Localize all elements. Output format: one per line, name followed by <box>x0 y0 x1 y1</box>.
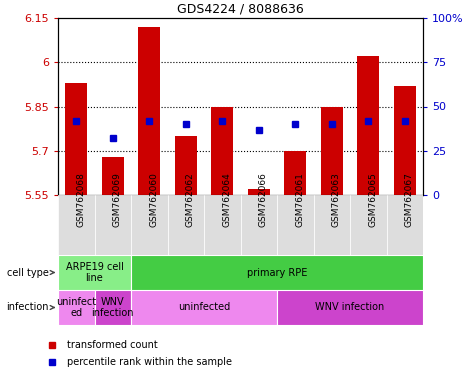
FancyBboxPatch shape <box>350 195 387 255</box>
Bar <box>357 56 379 195</box>
Text: primary RPE: primary RPE <box>247 268 307 278</box>
Text: GSM762065: GSM762065 <box>368 172 377 227</box>
Text: percentile rank within the sample: percentile rank within the sample <box>67 357 232 367</box>
FancyBboxPatch shape <box>387 195 423 255</box>
FancyBboxPatch shape <box>95 290 131 325</box>
FancyBboxPatch shape <box>131 290 277 325</box>
Text: ARPE19 cell
line: ARPE19 cell line <box>66 262 124 283</box>
FancyBboxPatch shape <box>95 195 131 255</box>
FancyBboxPatch shape <box>131 255 423 290</box>
Text: cell type: cell type <box>7 268 48 278</box>
Text: GSM762064: GSM762064 <box>222 172 231 227</box>
Text: GSM762061: GSM762061 <box>295 172 304 227</box>
FancyBboxPatch shape <box>240 195 277 255</box>
FancyBboxPatch shape <box>204 195 240 255</box>
Bar <box>175 136 197 195</box>
FancyBboxPatch shape <box>277 195 314 255</box>
FancyBboxPatch shape <box>131 195 168 255</box>
Text: GSM762063: GSM762063 <box>332 172 341 227</box>
Text: WNV infection: WNV infection <box>315 303 385 313</box>
FancyBboxPatch shape <box>58 255 131 290</box>
Bar <box>138 27 160 195</box>
Text: GSM762062: GSM762062 <box>186 172 195 227</box>
Text: GSM762068: GSM762068 <box>76 172 85 227</box>
Text: transformed count: transformed count <box>67 339 158 349</box>
FancyBboxPatch shape <box>168 195 204 255</box>
Bar <box>394 86 416 195</box>
Text: uninfect
ed: uninfect ed <box>56 297 96 318</box>
Bar <box>248 189 270 195</box>
Title: GDS4224 / 8088636: GDS4224 / 8088636 <box>177 2 304 15</box>
Text: uninfected: uninfected <box>178 303 230 313</box>
Bar <box>285 151 306 195</box>
Bar <box>102 157 124 195</box>
Text: WNV
infection: WNV infection <box>92 297 134 318</box>
FancyBboxPatch shape <box>58 290 95 325</box>
Text: GSM762060: GSM762060 <box>149 172 158 227</box>
Text: infection: infection <box>6 303 48 313</box>
FancyBboxPatch shape <box>277 290 423 325</box>
Bar <box>211 106 233 195</box>
FancyBboxPatch shape <box>314 195 350 255</box>
Text: GSM762067: GSM762067 <box>405 172 414 227</box>
Text: GSM762066: GSM762066 <box>259 172 268 227</box>
Text: GSM762069: GSM762069 <box>113 172 122 227</box>
Bar <box>321 106 342 195</box>
Bar <box>65 83 87 195</box>
FancyBboxPatch shape <box>58 195 95 255</box>
